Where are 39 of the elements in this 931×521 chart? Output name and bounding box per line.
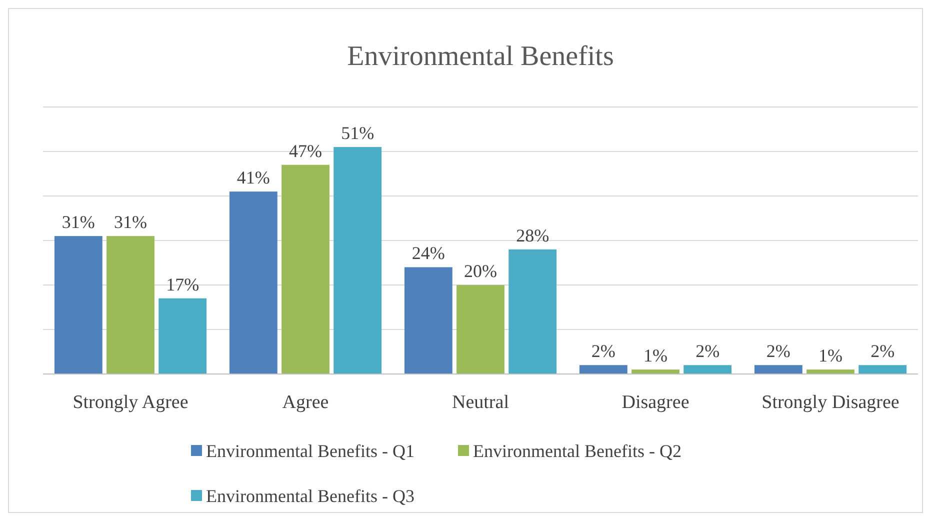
data-label: 2% [696,341,720,362]
data-label: 1% [644,346,668,366]
data-label: 41% [236,168,270,188]
data-label: 17% [166,274,200,294]
x-tick-label: Strongly Disagree [762,392,900,413]
bar [282,164,330,374]
bar [229,192,278,374]
data-label: 24% [412,243,445,264]
data-label: 51% [341,123,374,144]
bar [684,365,732,374]
x-tick-label: Strongly Agree [72,392,188,413]
data-label: 1% [818,346,842,366]
bar [158,298,207,374]
x-tick-label: Agree [282,392,329,413]
legend-label: Environmental Benefits - Q2 [473,441,682,461]
bar [858,365,907,374]
bar [106,236,154,374]
bar [456,285,504,374]
bar [404,267,452,374]
data-label: 28% [516,225,550,246]
bar [54,236,102,374]
data-label: 20% [464,261,497,281]
bar [579,365,628,374]
data-label: 31% [62,212,95,232]
bar [806,370,854,374]
bar [508,249,557,374]
x-tick-label: Neutral [452,392,509,413]
bar [754,365,802,374]
data-label: 2% [870,341,895,362]
bar [334,147,382,374]
x-tick-label: Disagree [622,392,690,413]
data-label: 2% [766,341,790,362]
data-label: 2% [591,341,616,362]
data-label: 47% [289,140,322,161]
legend-label: Environmental Benefits - Q1 [206,441,414,461]
chart-title: Environmental Benefits [347,41,614,72]
legend-label: Environmental Benefits - Q3 [206,486,414,506]
data-label: 31% [114,212,147,232]
bar [632,370,680,374]
